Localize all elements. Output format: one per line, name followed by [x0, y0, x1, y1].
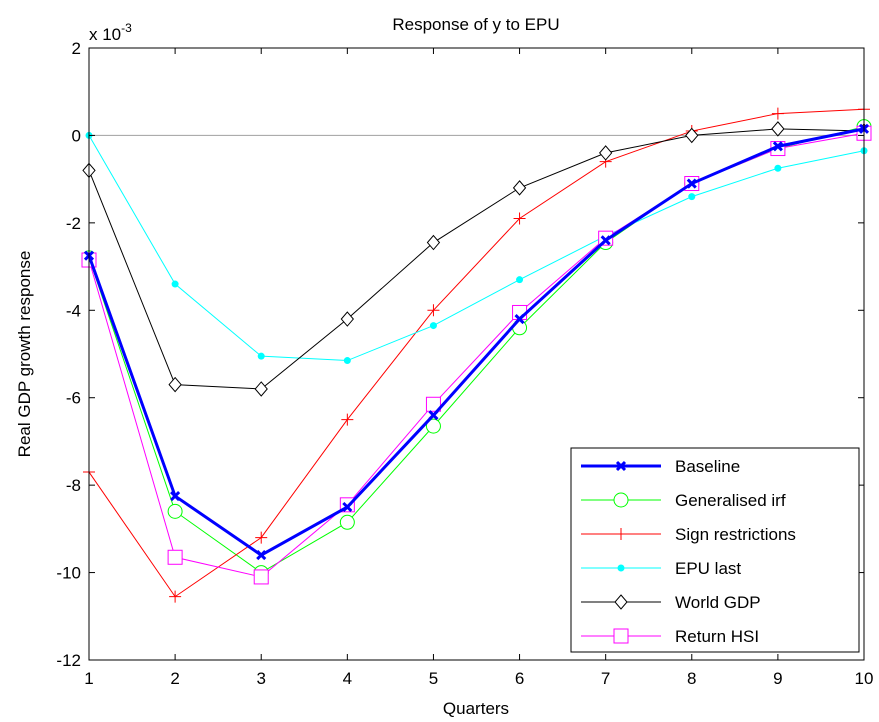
x-tick-label: 5 — [429, 669, 438, 688]
y-scale-base: x 10 — [89, 25, 121, 44]
x-tick-label: 7 — [601, 669, 610, 688]
data-point-epu-last — [257, 352, 265, 360]
x-tick-label: 9 — [773, 669, 782, 688]
y-tick-label: -10 — [56, 564, 81, 583]
series-line-world-gdp — [88, 128, 865, 390]
data-point-return-hsi — [425, 396, 441, 412]
data-point-baseline — [428, 410, 439, 421]
x-axis-label: Quarters — [443, 699, 509, 718]
x-tick-label: 8 — [687, 669, 696, 688]
legend-label-sign-restrictions: Sign restrictions — [675, 525, 796, 544]
data-point-baseline — [170, 491, 181, 502]
data-point-epu-last — [343, 357, 351, 365]
data-point-sign-restrictions — [513, 212, 526, 225]
data-point-epu-last — [516, 276, 524, 284]
series-baseline — [83, 123, 870, 561]
y-scale-label: x 10-3 — [89, 21, 132, 44]
legend-label-baseline: Baseline — [675, 457, 740, 476]
y-tick-label: -4 — [66, 301, 81, 320]
y-tick-label: 2 — [72, 39, 81, 58]
data-point-baseline — [514, 313, 525, 325]
data-point-generalised-irf — [425, 418, 441, 434]
data-point-world-gdp — [168, 376, 182, 393]
legend-marker-epu-last — [617, 564, 625, 572]
data-point-baseline — [600, 235, 611, 246]
data-point-epu-last — [774, 164, 782, 172]
data-point-return-hsi — [253, 569, 269, 585]
data-point-sign-restrictions — [255, 531, 268, 544]
x-tick-label: 1 — [84, 669, 93, 688]
ticks-group: 1 2 3 4 5 6 7 8 9 10 -12 -10 -8 -6 -4 -2 0 2 — [56, 39, 873, 688]
data-point-epu-last — [688, 193, 696, 201]
legend-marker-generalised-irf — [613, 492, 629, 508]
legend-label-world-gdp: World GDP — [675, 593, 761, 612]
y-tick-label: -12 — [56, 651, 81, 670]
y-scale-exponent: -3 — [121, 21, 132, 35]
series-line-baseline — [87, 127, 865, 557]
legend-box — [570, 447, 860, 653]
data-point-world-gdp — [340, 311, 354, 327]
data-point-world-gdp — [512, 180, 527, 196]
data-point-world-gdp — [426, 234, 441, 251]
data-point-world-gdp — [599, 145, 613, 161]
data-point-epu-last — [171, 280, 179, 288]
legend-label-return-hsi: Return HSI — [675, 627, 759, 646]
y-axis-label: Real GDP growth response — [15, 251, 34, 458]
x-tick-label: 3 — [256, 669, 265, 688]
data-point-sign-restrictions — [427, 304, 440, 317]
plot-frame — [88, 47, 865, 661]
data-point-return-hsi — [167, 549, 183, 565]
x-tick-label: 10 — [855, 669, 874, 688]
y-tick-label: -8 — [66, 476, 81, 495]
data-point-baseline — [342, 501, 353, 513]
data-point-generalised-irf — [167, 503, 183, 519]
legend-marker-baseline — [615, 460, 627, 472]
series-line-epu-last — [88, 135, 865, 362]
data-point-world-gdp — [685, 127, 699, 144]
chart-title: Response of y to EPU — [392, 15, 559, 34]
y-tick-label: -2 — [66, 214, 81, 233]
x-tick-label: 4 — [343, 669, 352, 688]
legend-marker-world-gdp — [614, 594, 628, 610]
data-point-baseline — [686, 178, 697, 189]
legend-marker-sign-restrictions — [615, 528, 627, 540]
legend-marker-return-hsi — [613, 628, 629, 644]
x-tick-label: 6 — [515, 669, 524, 688]
legend: Baseline Generalised irf Sign restrictions… — [570, 447, 860, 653]
legend-label-generalised-irf: Generalised irf — [675, 491, 786, 510]
data-point-generalised-irf — [339, 514, 355, 530]
data-point-epu-last — [429, 322, 437, 330]
data-point-world-gdp — [771, 121, 785, 137]
x-tick-label: 2 — [170, 669, 179, 688]
data-point-sign-restrictions — [771, 107, 784, 120]
series-group — [81, 103, 872, 603]
data-point-baseline — [256, 550, 267, 561]
data-point-baseline — [772, 141, 783, 152]
data-point-sign-restrictions — [341, 413, 354, 426]
data-point-sign-restrictions — [169, 590, 182, 603]
legend-label-epu-last: EPU last — [675, 559, 741, 578]
y-tick-label: -6 — [66, 389, 81, 408]
y-tick-label: 0 — [72, 126, 81, 145]
data-point-world-gdp — [254, 381, 268, 397]
